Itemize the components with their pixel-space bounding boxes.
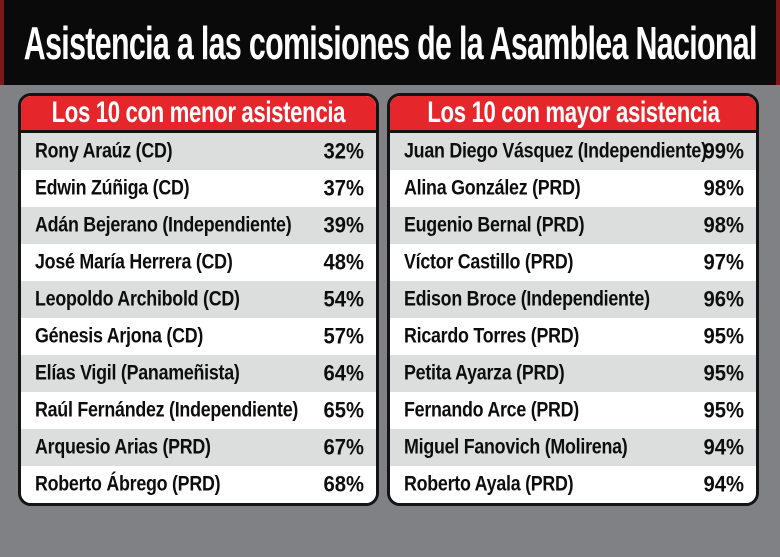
attendance-percent: 68% — [323, 470, 364, 496]
attendance-percent: 95% — [703, 359, 744, 385]
attendance-percent: 97% — [703, 248, 744, 274]
table-highest-attendance: Los 10 con mayor asistencia Juan Diego V… — [387, 93, 759, 506]
deputy-name: Raúl Fernández (Independiente) — [35, 398, 299, 422]
deputy-name: Alina González (PRD) — [404, 176, 581, 200]
tables-container: Los 10 con menor asistencia Rony Araúz (… — [0, 85, 780, 506]
attendance-percent: 48% — [323, 248, 364, 274]
attendance-percent: 65% — [323, 396, 364, 422]
table-row: Miguel Fanovich (Molirena) 94% — [390, 429, 756, 466]
table-row: Juan Diego Vásquez (Independiente) 99% — [390, 133, 756, 170]
table-highest-header: Los 10 con mayor asistencia — [390, 96, 756, 133]
table-row: Edison Broce (Independiente) 96% — [390, 281, 756, 318]
table-row: Edwin Zúñiga (CD) 37% — [21, 170, 376, 207]
table-row: Alina González (PRD) 98% — [390, 170, 756, 207]
table-row: Fernando Arce (PRD) 95% — [390, 392, 756, 429]
table-lowest-header-label: Los 10 con menor asistencia — [51, 96, 346, 129]
table-lowest-attendance: Los 10 con menor asistencia Rony Araúz (… — [18, 93, 379, 506]
attendance-percent: 95% — [703, 322, 744, 348]
table-row: José María Herrera (CD) 48% — [21, 244, 376, 281]
deputy-name: Arquesio Arias (PRD) — [35, 435, 211, 459]
table-row: Leopoldo Archibold (CD) 54% — [21, 281, 376, 318]
attendance-percent: 95% — [703, 396, 744, 422]
deputy-name: Roberto Ábrego (PRD) — [35, 472, 221, 496]
table-row: Ricardo Torres (PRD) 95% — [390, 318, 756, 355]
table-highest-header-label: Los 10 con mayor asistencia — [426, 96, 720, 129]
table-lowest-header: Los 10 con menor asistencia — [21, 96, 376, 133]
deputy-name: Juan Diego Vásquez (Independiente) — [404, 139, 707, 163]
deputy-name: Elías Vigil (Panameñista) — [35, 361, 240, 385]
table-row: Víctor Castillo (PRD) 97% — [390, 244, 756, 281]
attendance-percent: 94% — [703, 470, 744, 496]
deputy-name: Fernando Arce (PRD) — [404, 398, 580, 422]
attendance-percent: 39% — [323, 211, 364, 237]
table-row: Eugenio Bernal (PRD) 98% — [390, 207, 756, 244]
attendance-percent: 96% — [703, 285, 744, 311]
deputy-name: Edwin Zúñiga (CD) — [35, 176, 190, 200]
table-row: Rony Araúz (CD) 32% — [21, 133, 376, 170]
deputy-name: José María Herrera (CD) — [35, 250, 233, 274]
title-banner: Asistencia a las comisiones de la Asambl… — [0, 0, 780, 85]
table-row: Roberto Ábrego (PRD) 68% — [21, 466, 376, 503]
table-row: Roberto Ayala (PRD) 94% — [390, 466, 756, 503]
attendance-percent: 57% — [323, 322, 364, 348]
table-row: Elías Vigil (Panameñista) 64% — [21, 355, 376, 392]
table-lowest-body: Rony Araúz (CD) 32% Edwin Zúñiga (CD) 37… — [21, 133, 376, 503]
attendance-percent: 37% — [323, 174, 364, 200]
attendance-percent: 67% — [323, 433, 364, 459]
attendance-percent: 94% — [703, 433, 744, 459]
table-row: Raúl Fernández (Independiente) 65% — [21, 392, 376, 429]
deputy-name: Petita Ayarza (PRD) — [404, 361, 565, 385]
deputy-name: Miguel Fanovich (Molirena) — [404, 435, 628, 459]
table-row: Génesis Arjona (CD) 57% — [21, 318, 376, 355]
attendance-percent: 64% — [323, 359, 364, 385]
attendance-percent: 99% — [703, 137, 744, 163]
deputy-name: Rony Araúz (CD) — [35, 139, 173, 163]
attendance-percent: 32% — [323, 137, 364, 163]
deputy-name: Ricardo Torres (PRD) — [404, 324, 580, 348]
deputy-name: Roberto Ayala (PRD) — [404, 472, 574, 496]
deputy-name: Génesis Arjona (CD) — [35, 324, 204, 348]
attendance-percent: 98% — [703, 211, 744, 237]
deputy-name: Eugenio Bernal (PRD) — [404, 213, 585, 237]
deputy-name: Edison Broce (Independiente) — [404, 287, 650, 311]
table-highest-body: Juan Diego Vásquez (Independiente) 99% A… — [390, 133, 756, 503]
deputy-name: Leopoldo Archibold (CD) — [35, 287, 240, 311]
deputy-name: Adán Bejerano (Independiente) — [35, 213, 292, 237]
deputy-name: Víctor Castillo (PRD) — [404, 250, 574, 274]
page-title: Asistencia a las comisiones de la Asambl… — [23, 16, 758, 69]
table-row: Petita Ayarza (PRD) 95% — [390, 355, 756, 392]
table-row: Arquesio Arias (PRD) 67% — [21, 429, 376, 466]
attendance-percent: 98% — [703, 174, 744, 200]
table-row: Adán Bejerano (Independiente) 39% — [21, 207, 376, 244]
attendance-percent: 54% — [323, 285, 364, 311]
